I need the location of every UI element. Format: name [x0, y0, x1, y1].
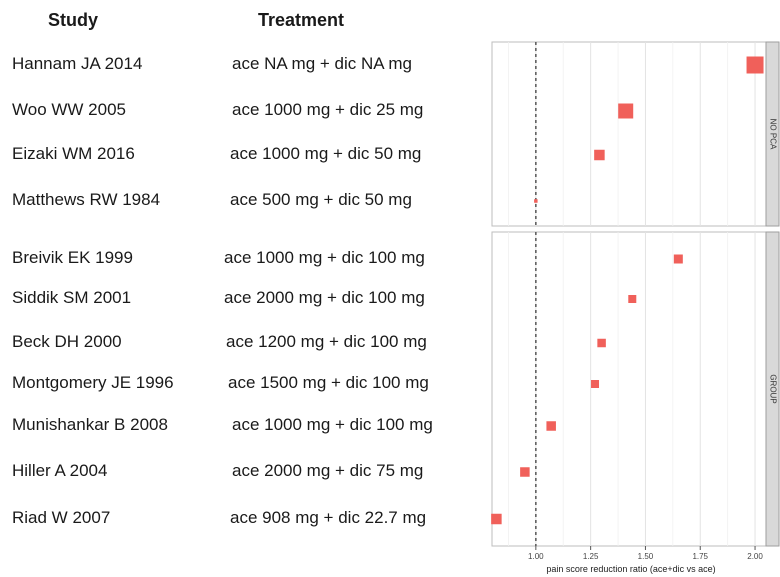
treatment-label: ace 1200 mg + dic 100 mg — [226, 332, 427, 351]
treatment-label: ace 1000 mg + dic 25 mg — [232, 100, 424, 119]
x-tick-label: 1.75 — [692, 552, 708, 561]
data-point — [594, 149, 605, 161]
panel-1-strip — [765, 41, 780, 227]
study-name: Woo WW 2005 — [12, 100, 127, 119]
panel-1-background — [491, 41, 767, 227]
study-header: Study — [48, 10, 99, 30]
study-name: Riad W 2007 — [12, 508, 111, 527]
study-name: Hiller A 2004 — [12, 461, 108, 480]
x-tick-label: 1.25 — [583, 552, 599, 561]
data-point — [597, 338, 606, 348]
treatment-label: ace 1500 mg + dic 100 mg — [228, 373, 429, 392]
study-name: Matthews RW 1984 — [12, 190, 161, 209]
data-point — [520, 467, 530, 477]
data-point — [746, 56, 764, 74]
data-point — [546, 421, 556, 431]
study-name: Hannam JA 2014 — [12, 54, 143, 73]
x-axis-label: pain score reduction ratio (ace+dic vs a… — [546, 564, 715, 574]
treatment-label: ace 908 mg + dic 22.7 mg — [230, 508, 427, 527]
x-tick-label: 1.00 — [528, 552, 544, 561]
study-name: Munishankar B 2008 — [12, 415, 168, 434]
data-point — [534, 199, 538, 203]
panel-2-background — [491, 231, 767, 547]
study-name: Eizaki WM 2016 — [12, 144, 135, 163]
treatment-label: ace 1000 mg + dic 100 mg — [224, 248, 425, 267]
study-name: Montgomery JE 1996 — [12, 373, 174, 392]
treatment-label: ace 1000 mg + dic 100 mg — [232, 415, 433, 434]
data-point — [591, 380, 600, 388]
data-point — [673, 254, 683, 264]
study-name: Beck DH 2000 — [12, 332, 122, 351]
data-point — [628, 295, 637, 303]
data-point — [491, 513, 502, 525]
treatment-header: Treatment — [258, 10, 345, 30]
treatment-label: ace 2000 mg + dic 75 mg — [232, 461, 424, 480]
panel-1-strip-label: NO PCA — [768, 119, 777, 150]
panel-2-strip-label: GROUP — [768, 374, 777, 403]
x-tick-label: 2.00 — [747, 552, 763, 561]
treatment-label: ace NA mg + dic NA mg — [232, 54, 412, 73]
panel-2-strip — [765, 231, 780, 547]
treatment-label: ace 2000 mg + dic 100 mg — [224, 288, 425, 307]
data-point — [618, 103, 634, 119]
treatment-label: ace 1000 mg + dic 50 mg — [230, 144, 422, 163]
x-tick-label: 1.50 — [638, 552, 654, 561]
treatment-label: ace 500 mg + dic 50 mg — [230, 190, 412, 209]
study-name: Siddik SM 2001 — [12, 288, 132, 307]
study-name: Breivik EK 1999 — [12, 248, 133, 267]
